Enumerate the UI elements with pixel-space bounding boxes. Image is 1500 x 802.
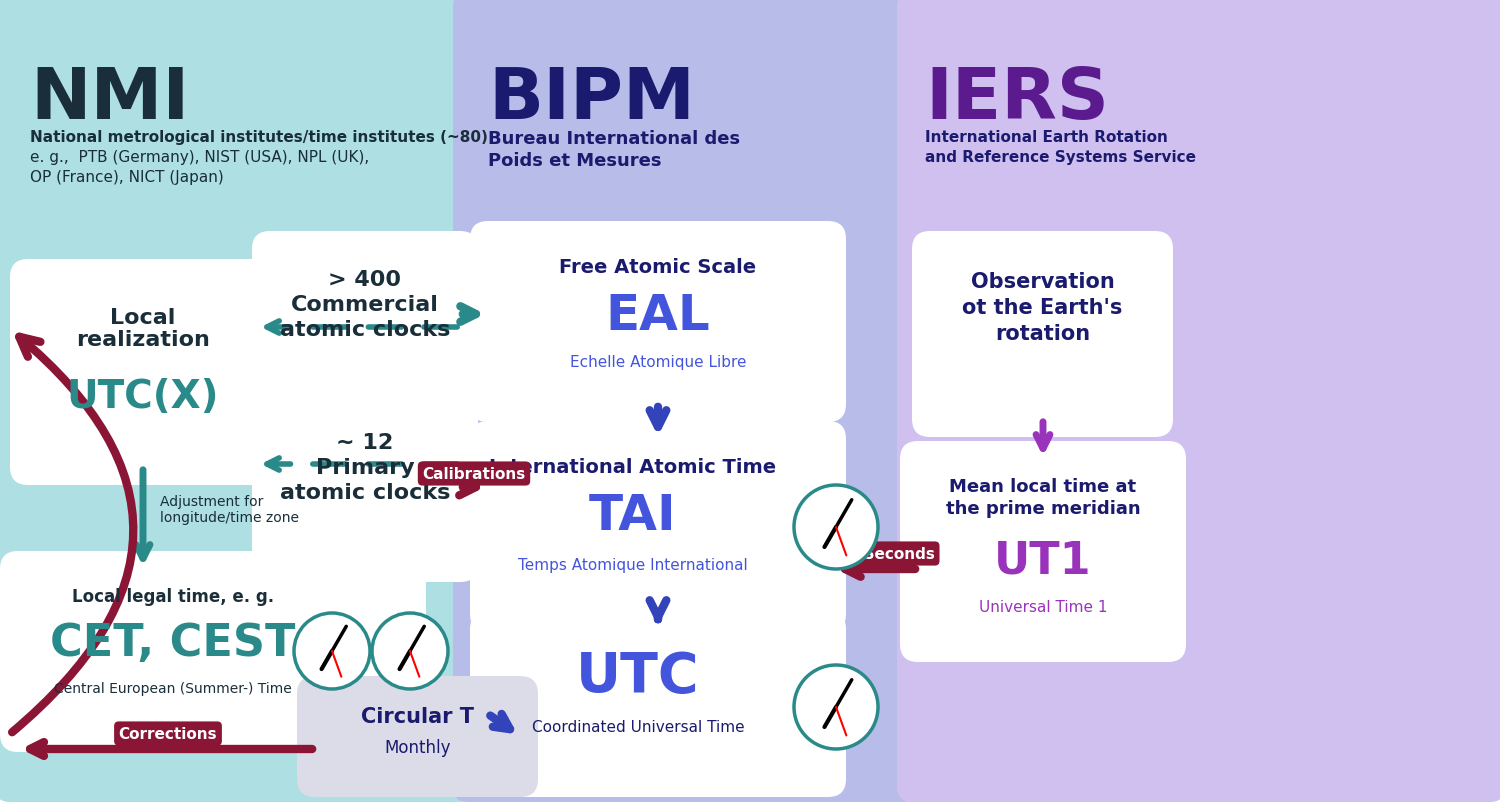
Text: Local legal time, e. g.: Local legal time, e. g.: [72, 587, 274, 606]
Text: Primary: Primary: [315, 457, 414, 477]
FancyBboxPatch shape: [470, 221, 846, 423]
Text: Universal Time 1: Universal Time 1: [978, 599, 1107, 614]
FancyBboxPatch shape: [897, 0, 1500, 802]
FancyBboxPatch shape: [900, 441, 1186, 662]
Circle shape: [794, 665, 877, 749]
Text: International Earth Rotation: International Earth Rotation: [926, 130, 1168, 145]
Text: atomic clocks: atomic clocks: [280, 482, 450, 502]
FancyBboxPatch shape: [453, 0, 918, 802]
Text: Local: Local: [111, 308, 176, 327]
Text: realization: realization: [76, 330, 210, 350]
Circle shape: [294, 614, 370, 689]
Circle shape: [372, 614, 448, 689]
FancyBboxPatch shape: [10, 260, 276, 485]
Text: NMI: NMI: [30, 65, 189, 134]
Text: Coordinated Universal Time: Coordinated Universal Time: [531, 719, 744, 734]
Text: UT1: UT1: [994, 539, 1092, 582]
Text: IERS: IERS: [926, 65, 1108, 134]
Text: and Reference Systems Service: and Reference Systems Service: [926, 150, 1196, 164]
Text: Calibrations: Calibrations: [423, 467, 525, 481]
FancyBboxPatch shape: [0, 0, 476, 802]
FancyBboxPatch shape: [297, 676, 538, 797]
Text: Echelle Atomique Libre: Echelle Atomique Libre: [570, 354, 747, 370]
Text: Monthly: Monthly: [384, 738, 450, 756]
FancyBboxPatch shape: [470, 422, 846, 632]
FancyBboxPatch shape: [470, 611, 846, 797]
Text: Commercial: Commercial: [291, 294, 440, 314]
Text: Leap Seconds: Leap Seconds: [818, 546, 934, 561]
Text: EAL: EAL: [606, 292, 711, 339]
Text: OP (France), NICT (Japan): OP (France), NICT (Japan): [30, 170, 224, 184]
Text: Central European (Summer-) Time: Central European (Summer-) Time: [54, 681, 292, 695]
FancyBboxPatch shape: [252, 232, 478, 423]
Text: CET, CEST: CET, CEST: [51, 622, 296, 664]
Text: Bureau International des: Bureau International des: [488, 130, 740, 148]
Text: UTC: UTC: [576, 649, 700, 703]
Text: Observation: Observation: [970, 272, 1114, 292]
Text: National metrological institutes/time institutes (~80): National metrological institutes/time in…: [30, 130, 488, 145]
Text: BIPM: BIPM: [488, 65, 694, 134]
FancyBboxPatch shape: [252, 396, 478, 582]
Circle shape: [794, 485, 877, 569]
Text: Free Atomic Scale: Free Atomic Scale: [560, 257, 756, 277]
Text: International Atomic Time: International Atomic Time: [489, 457, 777, 476]
Text: ot the Earth's: ot the Earth's: [963, 298, 1122, 318]
FancyBboxPatch shape: [912, 232, 1173, 437]
Text: Poids et Mesures: Poids et Mesures: [488, 152, 662, 170]
Text: UTC(X): UTC(X): [66, 378, 219, 415]
Text: Adjustment for
longitude/time zone: Adjustment for longitude/time zone: [160, 494, 298, 525]
Text: ~ 12: ~ 12: [336, 432, 393, 452]
Text: the prime meridian: the prime meridian: [945, 500, 1140, 517]
Text: Circular T: Circular T: [362, 706, 474, 726]
Text: Temps Atomique International: Temps Atomique International: [518, 557, 748, 573]
Text: atomic clocks: atomic clocks: [280, 320, 450, 339]
Text: TAI: TAI: [590, 492, 676, 539]
FancyBboxPatch shape: [0, 551, 426, 752]
Text: rotation: rotation: [994, 323, 1090, 343]
Text: > 400: > 400: [328, 269, 402, 290]
Text: Mean local time at: Mean local time at: [950, 477, 1137, 496]
Text: e. g.,  PTB (Germany), NIST (USA), NPL (UK),: e. g., PTB (Germany), NIST (USA), NPL (U…: [30, 150, 369, 164]
Text: Corrections: Corrections: [118, 726, 218, 741]
